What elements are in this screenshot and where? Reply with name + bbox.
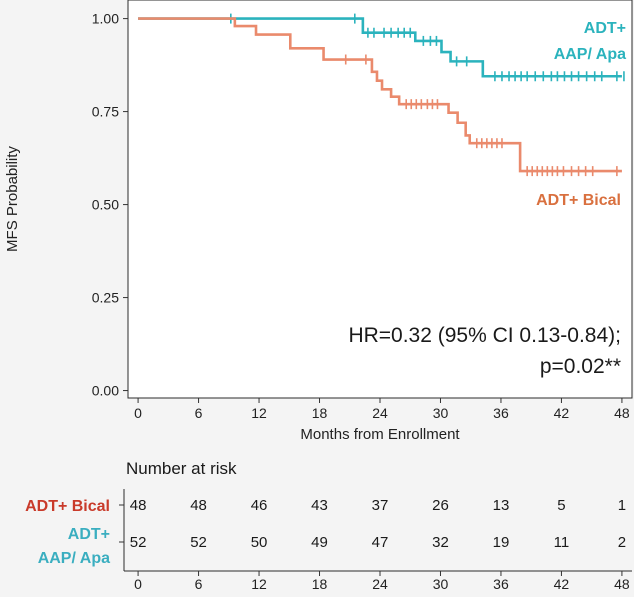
risk-row-label: AAP/ Apa xyxy=(38,550,110,567)
plot-panel xyxy=(127,0,633,399)
x-tick-label: 30 xyxy=(433,405,449,421)
risk-x-tick-label: 42 xyxy=(554,576,570,592)
y-axis-label: MFS Probability xyxy=(4,146,21,252)
risk-x-tick-label: 6 xyxy=(195,576,203,592)
y-tick-label: 0.00 xyxy=(92,383,119,399)
risk-count: 11 xyxy=(554,534,570,551)
x-tick-label: 24 xyxy=(372,405,388,421)
y-tick-label: 0.50 xyxy=(92,197,119,213)
series-line-0 xyxy=(138,17,622,78)
x-tick-label: 48 xyxy=(614,405,630,421)
x-tick-label: 12 xyxy=(251,405,267,421)
x-tick-label: 18 xyxy=(312,405,328,421)
risk-x-tick-label: 12 xyxy=(251,576,267,592)
x-tick-label: 42 xyxy=(554,405,570,421)
risk-x-tick-label: 18 xyxy=(312,576,328,592)
risk-count: 19 xyxy=(493,534,510,551)
label-layer: ADT+ AAP/ Apa ADT+ Bical HR=0.32 (95% CI 0.… xyxy=(348,20,626,378)
risk-x-tick-label: 24 xyxy=(372,576,388,592)
risk-count: 37 xyxy=(372,497,389,514)
risk-row-label: ADT+ xyxy=(68,526,110,543)
risk-count: 48 xyxy=(190,497,207,514)
risk-x-tick-label: 30 xyxy=(433,576,449,592)
x-axis-label: Months from Enrollment xyxy=(300,426,460,443)
risk-x-tick-label: 36 xyxy=(493,576,509,592)
risk-count: 43 xyxy=(311,497,328,514)
risk-row-label: ADT+ Bical xyxy=(25,498,110,515)
risk-count: 52 xyxy=(130,534,147,551)
risk-count: 46 xyxy=(251,497,268,514)
risk-count: 47 xyxy=(372,534,389,551)
plot-layer: 0.00 0.25 0.50 0.75 1.00 0 6 12 18 24 30 36 42 48 Mont… xyxy=(4,0,633,443)
risk-count: 26 xyxy=(432,497,449,514)
series-line-1 xyxy=(138,17,622,173)
risk-count: 50 xyxy=(251,534,268,551)
risk-count: 49 xyxy=(311,534,328,551)
risk-count: 32 xyxy=(432,534,449,551)
y-tick-label: 0.75 xyxy=(92,104,119,120)
y-tick-label: 0.25 xyxy=(92,290,119,306)
x-tick-label: 36 xyxy=(493,405,509,421)
series-label-aap-apa: AAP/ Apa xyxy=(554,46,626,63)
risk-count: 48 xyxy=(130,497,147,514)
risk-x-tick-label: 48 xyxy=(614,576,630,592)
series-label-aap-apa: ADT+ xyxy=(584,20,626,37)
risk-count: 13 xyxy=(493,497,510,514)
risk-count: 5 xyxy=(557,497,565,514)
risk-count: 2 xyxy=(618,534,626,551)
p-value-annotation: p=0.02** xyxy=(540,355,621,378)
risk-count: 52 xyxy=(190,534,207,551)
series-label-bical: ADT+ Bical xyxy=(536,192,621,209)
y-tick-label: 1.00 xyxy=(92,11,119,27)
risk-table-title: Number at risk xyxy=(126,459,237,478)
hr-annotation: HR=0.32 (95% CI 0.13-0.84); xyxy=(348,324,621,347)
risk-count: 1 xyxy=(618,497,626,514)
risk-x-tick-label: 0 xyxy=(134,576,142,592)
x-tick-label: 6 xyxy=(195,405,203,421)
x-tick-label: 0 xyxy=(134,405,142,421)
